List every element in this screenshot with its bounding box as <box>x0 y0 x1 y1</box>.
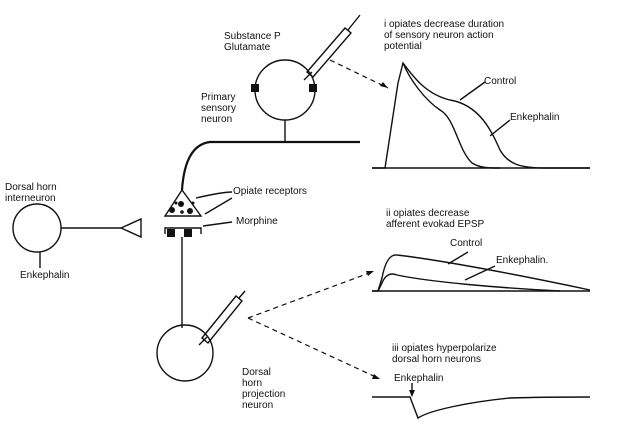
postsynaptic-receptor <box>184 229 192 237</box>
dashed-arrow-to-panel-i <box>329 59 389 89</box>
projection-neuron-label-1: Dorsal <box>242 367 271 378</box>
postsynaptic-membrane <box>164 227 202 234</box>
panel-ii-enkephalin-pointer <box>464 265 496 281</box>
postsynaptic-receptor <box>167 229 175 237</box>
dashed-arrow-to-panel-ii <box>247 271 374 319</box>
dashed-arrow-to-panel-iii <box>247 317 380 379</box>
panel-iii-title-2: dorsal horn neurons <box>392 354 481 365</box>
primary-sensory-neuron-soma <box>254 59 316 121</box>
substance-p-label: Substance P <box>224 31 281 42</box>
recording-electrode-projection <box>198 290 246 346</box>
morphine-label: Morphine <box>236 216 278 227</box>
primary-neuron-left-terminal <box>251 84 259 92</box>
panel-iii-enkephalin-arrowhead <box>409 390 415 397</box>
morphine-pointer <box>204 197 233 215</box>
panel-ii-title-1: ii opiates decrease <box>386 208 470 219</box>
panel-ii-control-label: Control <box>450 238 482 249</box>
panel-i-enkephalin-pointer <box>489 119 511 137</box>
panel-ii-control-pointer <box>447 251 469 265</box>
primary-afferent-axon <box>180 140 360 191</box>
panel-i-title-2: of sensory neuron action <box>384 30 494 41</box>
panel-i-control-pointer <box>459 81 486 101</box>
interneuron-terminal <box>119 217 142 239</box>
glutamate-label: Glutamate <box>224 42 271 53</box>
primary-sensory-neuron-label-3: neuron <box>201 114 232 125</box>
panel-i-enkephalin-trace <box>402 62 501 169</box>
primary-neuron-right-terminal <box>309 84 317 92</box>
primary-sensory-neuron-label-1: Primary <box>201 92 235 103</box>
primary-sensory-neuron-label-2: sensory <box>201 103 236 114</box>
dorsal-horn-interneuron-label-2: interneuron <box>5 193 56 204</box>
opiate-receptor-pointer <box>195 191 233 199</box>
panel-ii-enkephalin-label: Enkephalin. <box>496 255 548 266</box>
vesicle <box>174 201 178 205</box>
panel-i-title-1: i opiates decrease duration <box>384 19 504 30</box>
panel-iii-title-1: iii opiates hyperpolarize <box>392 343 497 354</box>
vesicle <box>178 201 184 207</box>
panel-i-control-label: Control <box>484 76 516 87</box>
dorsal-horn-interneuron-label-1: Dorsal horn <box>5 182 57 193</box>
projection-neuron-label-3: projection <box>242 389 285 400</box>
vesicle <box>180 210 184 214</box>
panel-ii-enkephalin-trace <box>377 273 561 292</box>
vesicle <box>191 201 195 205</box>
projection-neuron-label-2: horn <box>242 378 262 389</box>
panel-iii-enkephalin-label: Enkephalin <box>394 373 443 384</box>
recording-electrode-primary <box>303 14 361 81</box>
panel-iii-hyperpolarization-trace <box>372 396 591 420</box>
panel-i-title-3: potential <box>384 41 422 52</box>
dorsal-horn-interneuron-soma <box>12 203 62 253</box>
vesicle <box>187 208 193 214</box>
projection-neuron-label-4: neuron <box>242 400 273 411</box>
opiate-receptors-label: Opiate receptors <box>233 186 307 197</box>
panel-ii-title-2: afferent evokad EPSP <box>386 219 485 230</box>
panel-ii-control-trace <box>372 254 591 292</box>
dorsal-horn-projection-neuron-soma <box>156 324 214 382</box>
vesicle <box>169 207 175 213</box>
panel-i-enkephalin-label: Enkephalin <box>510 112 559 123</box>
morphine-pointer <box>202 221 233 227</box>
enkephalin-label: Enkephalin <box>20 270 69 281</box>
panel-i-control-trace <box>372 61 590 169</box>
